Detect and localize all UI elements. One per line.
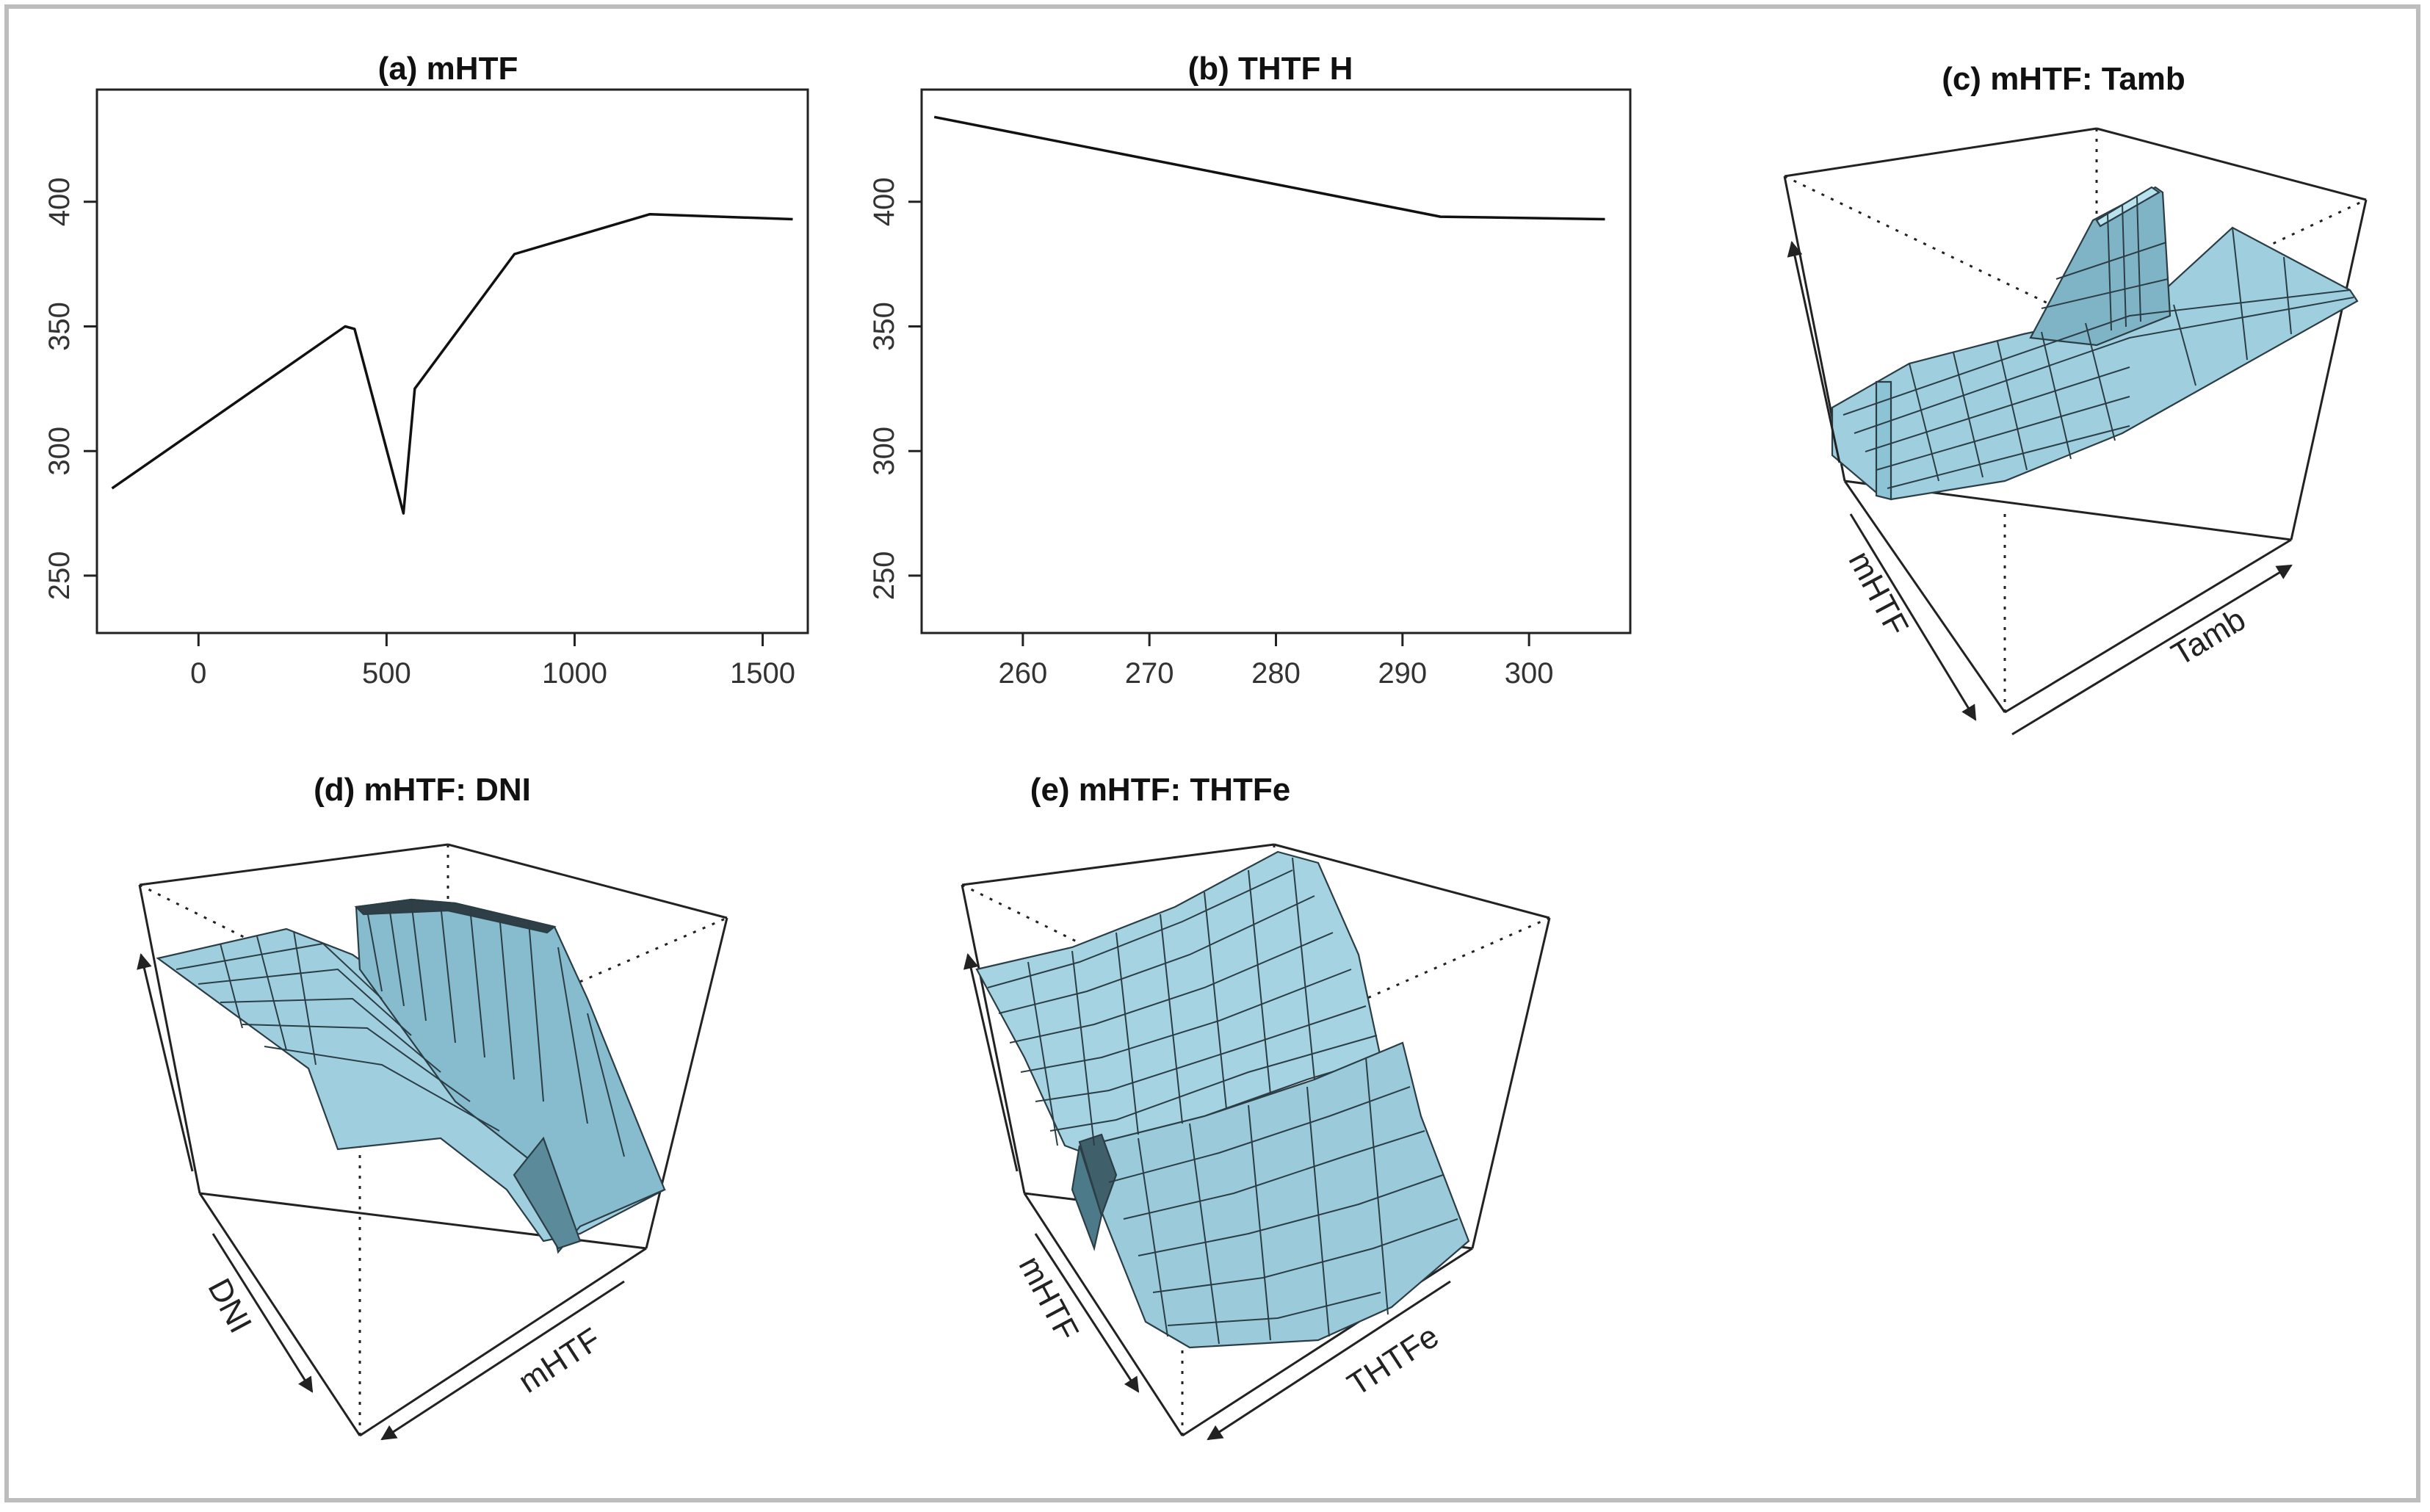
panel-b-series-line [933,115,1605,221]
panel-c-surface [1831,186,2359,501]
panel-b-plot-box [920,88,1632,634]
panel-e-xlabel: THTFe [1341,1318,1444,1403]
panel-a-series-line [111,212,793,515]
panel-b-title: (b) THTF H [1188,51,1353,87]
panel-d-title: (d) mHTF: DNI [314,772,531,808]
panel-b-xtick-label: 280 [1251,657,1301,690]
panel-c-ylabel: mHTF [1841,546,1915,642]
panel-d-xlabel: mHTF [513,1321,607,1400]
panel-a-xtick-label: 1000 [542,657,607,690]
panel-d-box [138,843,728,1437]
panel-a: (a) mHTF 0 500 1000 1500 250 300 350 400 [43,51,809,690]
panel-c-title: (c) mHTF: Tamb [1942,61,2185,97]
panel-b-xtick-label: 270 [1125,657,1174,690]
panel-b-ytick-label: 250 [868,551,900,601]
panel-b: (b) THTF H 260 270 280 290 300 250 300 350 400 [868,51,1632,690]
panel-b-ytick-label: 300 [868,427,900,476]
panel-d: (d) mHTF: DNI [137,772,728,1441]
panel-c: (c) mHTF: Tamb [1783,61,2368,736]
panel-a-xtick-label: 1500 [730,657,795,690]
panel-e-ylabel: mHTF [1011,1251,1085,1347]
panel-d-ylabel: DNI [200,1273,258,1339]
panel-b-xtick-label: 260 [998,657,1047,690]
panel-e: (e) mHTF: THTFe [961,772,1551,1441]
panel-b-xtick-label: 290 [1378,657,1427,690]
panel-e-title: (e) mHTF: THTFe [1030,772,1290,808]
panel-a-ytick-label: 300 [43,427,76,476]
panel-e-surface [975,850,1470,1349]
panel-b-xtick-label: 300 [1505,657,1554,690]
panel-a-xtick-label: 500 [362,657,411,690]
panel-a-xtick-label: 0 [190,657,206,690]
panel-b-ytick-label: 350 [868,302,900,351]
panel-a-ytick-label: 250 [43,551,76,601]
panel-a-title: (a) mHTF [378,51,518,87]
panel-a-plot-box [95,88,809,634]
panel-a-ytick-label: 350 [43,302,76,351]
panel-e-axis-arrows [963,952,1451,1441]
panel-c-xlabel: Tamb [2166,601,2252,673]
panel-c-box [1783,127,2368,714]
panel-d-axis-arrows [137,952,625,1441]
panel-c-axis-arrows [1787,240,2293,736]
panel-a-ytick-label: 400 [43,177,76,226]
panel-d-surface [156,898,666,1254]
panel-b-ytick-label: 400 [868,177,900,226]
